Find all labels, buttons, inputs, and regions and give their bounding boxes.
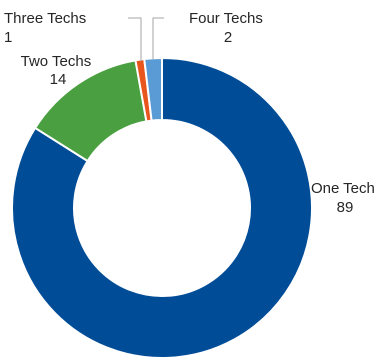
slice-label-three-techs: Three Techs 1 (4, 10, 90, 46)
slice-four-techs (143, 57, 163, 122)
slice-value-two-techs: 14 (50, 71, 67, 88)
donut-slices (11, 57, 313, 359)
slice-value-four-techs: 2 (224, 29, 232, 46)
slice-name-two-techs: Two Techs (21, 53, 92, 70)
slice-label-four-techs: Four Techs 2 (189, 10, 267, 46)
slice-name-three-techs: Three Techs (4, 10, 86, 27)
slice-name-one-tech: One Tech (311, 180, 375, 197)
slice-value-one-tech: 89 (337, 199, 354, 216)
slice-name-four-techs: Four Techs (189, 10, 263, 27)
leader-line-three-techs (128, 17, 142, 61)
slice-value-three-techs: 1 (4, 29, 12, 46)
leader-line-four-techs (152, 17, 164, 59)
slice-label-one-tech: One Tech 89 (311, 180, 379, 216)
slice-label-two-techs: Two Techs 14 (21, 53, 96, 88)
slice-one-tech (11, 57, 313, 359)
